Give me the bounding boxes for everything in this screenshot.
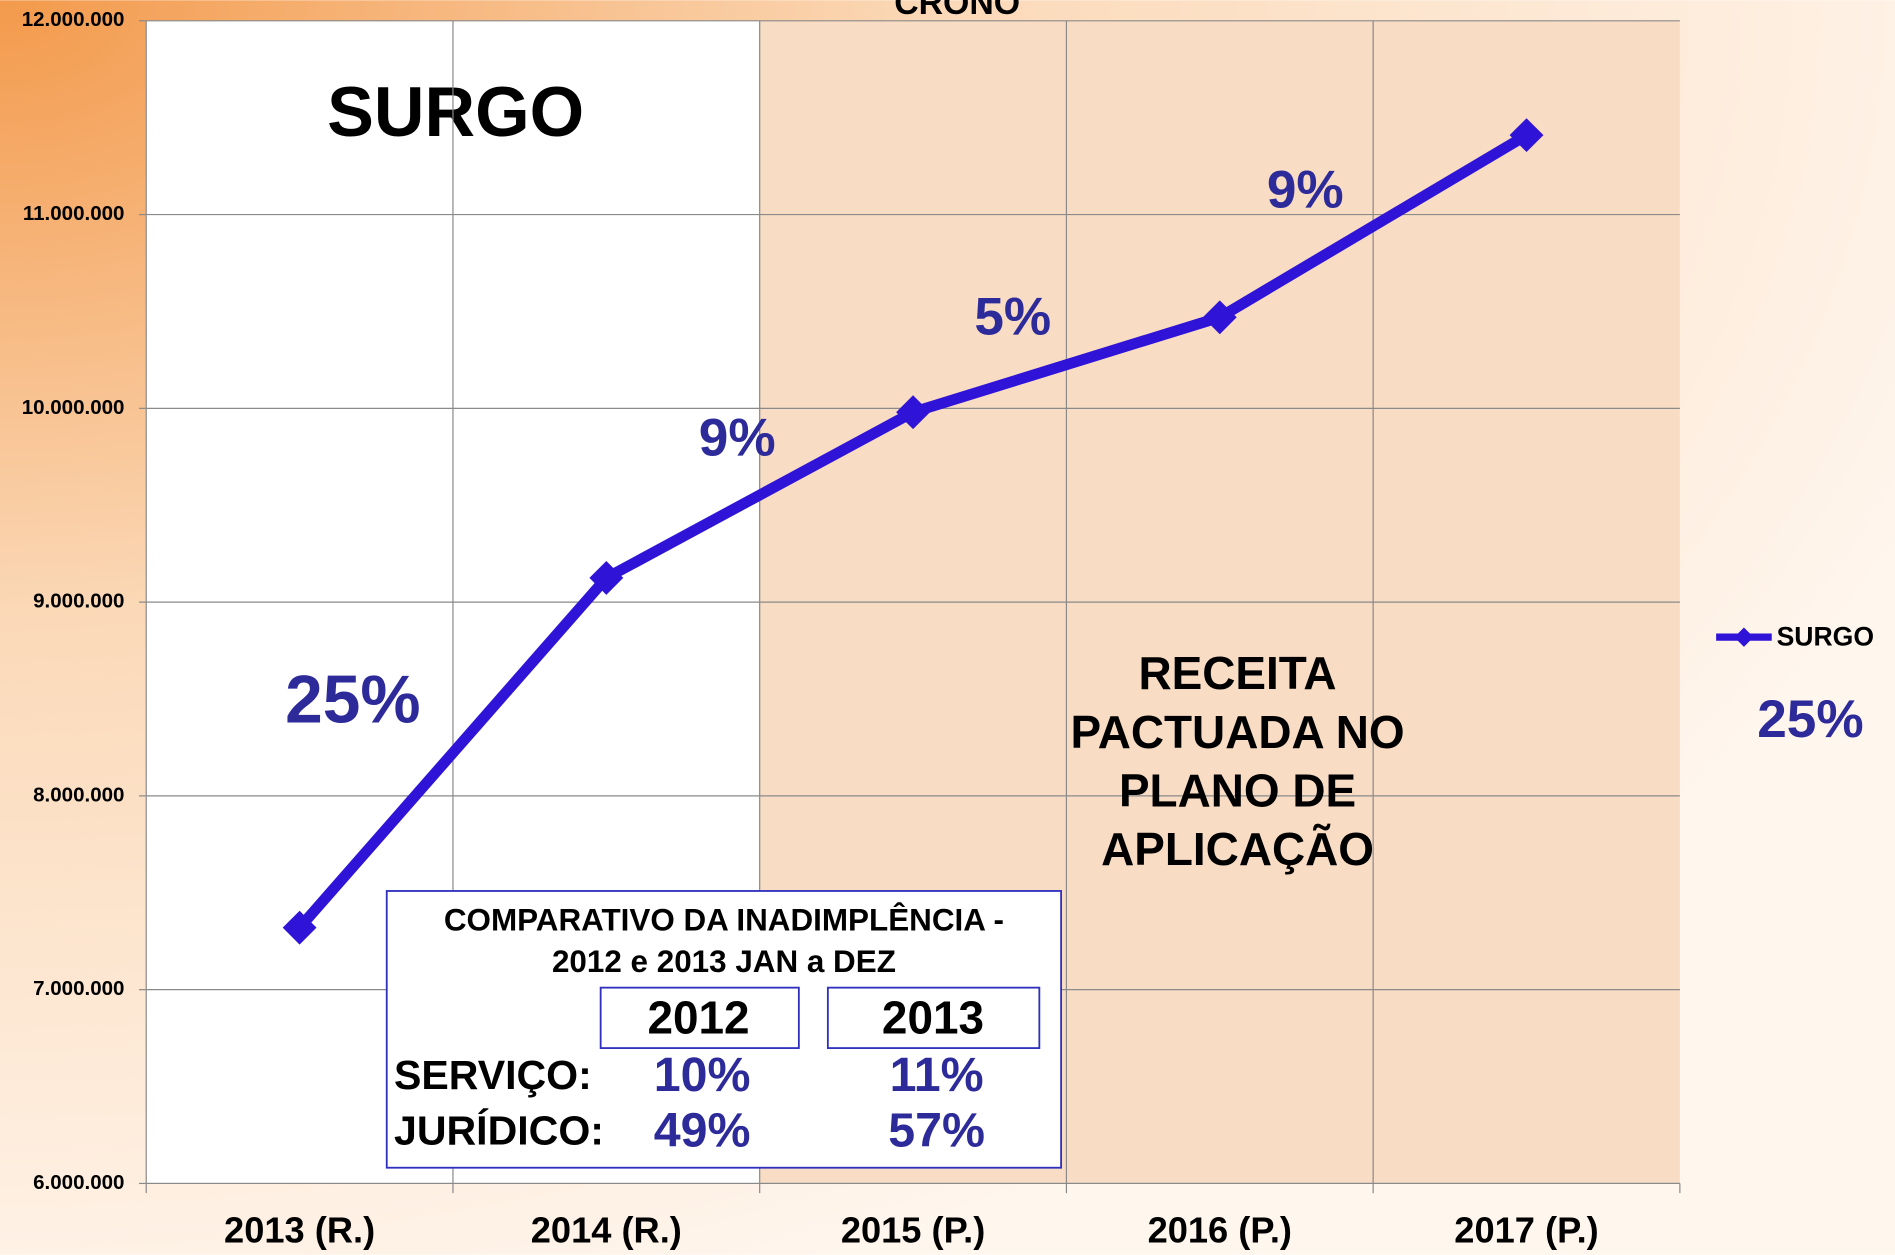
y-tick-label: 6.000.000 — [33, 1171, 124, 1194]
growth-label: 25% — [285, 663, 420, 738]
x-tick-label: 2013 (R.) — [224, 1210, 375, 1251]
inset-table-title: COMPARATIVO DA INADIMPLÊNCIA - — [444, 902, 1004, 938]
y-tick-label: 8.000.000 — [33, 783, 124, 806]
inset-table: COMPARATIVO DA INADIMPLÊNCIA - 2012 e 201… — [385, 890, 1063, 1169]
legend-note: 25% — [1757, 690, 1863, 749]
chart-title: CRONO — [894, 0, 1020, 22]
inset-table-title: 2012 e 2013 JAN a DEZ — [552, 944, 896, 979]
growth-label: 9% — [1267, 161, 1344, 220]
x-tick-label: 2017 (P.) — [1454, 1210, 1598, 1251]
x-tick-label: 2015 (P.) — [841, 1210, 985, 1251]
inset-table-cell: 49% — [654, 1104, 751, 1158]
data-point — [1509, 118, 1544, 153]
inset-table-cell: 11% — [890, 1048, 984, 1102]
y-tick-label: 11.000.000 — [23, 202, 125, 225]
data-point — [282, 910, 317, 945]
y-tick-label: 10.000.000 — [22, 396, 125, 419]
inset-table-column-box — [826, 986, 1041, 1049]
projection-note: PACTUADA NO — [1071, 706, 1405, 758]
legend-label: SURGO — [1777, 621, 1874, 651]
inset-table-cell: 10% — [654, 1048, 751, 1102]
plot-label: SURGO — [327, 73, 584, 151]
growth-label: 5% — [974, 288, 1051, 347]
projection-note: RECEITA — [1139, 647, 1337, 699]
data-point — [589, 560, 624, 595]
legend-marker — [1734, 627, 1754, 647]
inset-table-box — [385, 890, 1063, 1169]
inset-table-cell: 57% — [888, 1104, 985, 1158]
inset-table-column: 2013 — [882, 992, 984, 1044]
inset-table-column: 2012 — [647, 992, 749, 1044]
growth-label: 9% — [699, 408, 776, 467]
inset-table-row-label: SERVIÇO: — [394, 1052, 592, 1098]
projection-note: APLICAÇÃO — [1101, 823, 1374, 875]
x-tick-label: 2016 (P.) — [1148, 1210, 1292, 1251]
inset-table-row-label: JURÍDICO: — [394, 1108, 604, 1154]
data-point — [896, 395, 930, 430]
data-point — [1202, 300, 1237, 335]
inset-table-column-box — [599, 986, 800, 1049]
x-tick-label: 2014 (R.) — [531, 1210, 682, 1251]
y-tick-label: 12.000.000 — [22, 8, 125, 31]
chart-layer: 6.000.000 7.000.000 8.000.000 9.000.000 10.0… — [22, 8, 1874, 1250]
y-tick-label: 9.000.000 — [33, 590, 124, 613]
projection-note: PLANO DE — [1119, 764, 1356, 816]
y-tick-label: 7.000.000 — [33, 977, 124, 1000]
